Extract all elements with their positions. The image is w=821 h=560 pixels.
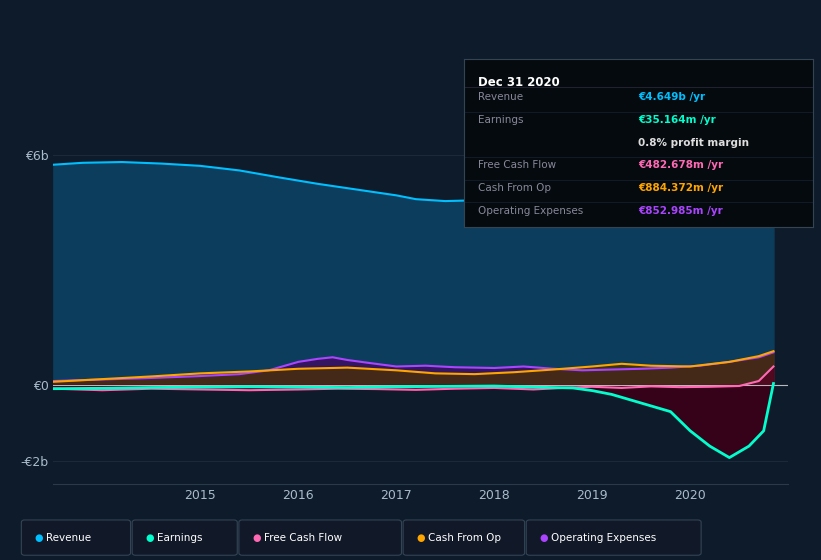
Text: Cash From Op: Cash From Op (428, 533, 501, 543)
Text: €482.678m /yr: €482.678m /yr (639, 160, 723, 170)
Text: €852.985m /yr: €852.985m /yr (639, 206, 723, 216)
Text: 0.8% profit margin: 0.8% profit margin (639, 138, 750, 148)
Text: €4.649b /yr: €4.649b /yr (639, 92, 705, 102)
Text: ●: ● (145, 533, 154, 543)
Text: Free Cash Flow: Free Cash Flow (478, 160, 556, 170)
Text: Cash From Op: Cash From Op (478, 183, 551, 193)
Text: Operating Expenses: Operating Expenses (551, 533, 656, 543)
Text: ●: ● (539, 533, 548, 543)
Text: Revenue: Revenue (478, 92, 523, 102)
Text: Dec 31 2020: Dec 31 2020 (478, 76, 560, 88)
Text: Earnings: Earnings (157, 533, 202, 543)
Text: ●: ● (252, 533, 260, 543)
Text: Operating Expenses: Operating Expenses (478, 206, 583, 216)
Text: ●: ● (34, 533, 43, 543)
Text: €884.372m /yr: €884.372m /yr (639, 183, 723, 193)
Text: Earnings: Earnings (478, 115, 523, 125)
Text: Free Cash Flow: Free Cash Flow (264, 533, 342, 543)
Text: €35.164m /yr: €35.164m /yr (639, 115, 716, 125)
Text: ●: ● (416, 533, 424, 543)
Text: Revenue: Revenue (46, 533, 91, 543)
